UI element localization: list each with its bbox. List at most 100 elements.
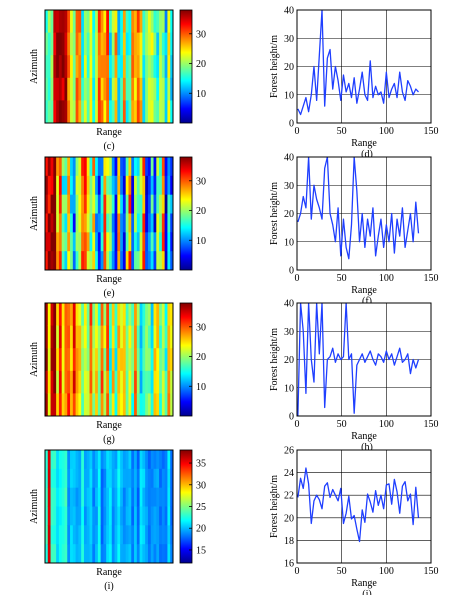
heatmap-cell — [97, 100, 102, 124]
heatmap-cell — [56, 77, 60, 101]
heatmap-cell — [156, 232, 160, 252]
heatmap-cell — [134, 100, 138, 124]
heatmap-cell — [50, 77, 54, 101]
heatmap-cell — [111, 370, 115, 394]
x-tick-label: 150 — [424, 273, 439, 284]
heatmap-cell — [117, 194, 121, 214]
heatmap-cell — [45, 370, 49, 394]
heatmap-cell — [78, 175, 82, 196]
heatmap-cell — [114, 194, 118, 214]
heatmap-cell — [136, 55, 141, 79]
heatmap-cell — [156, 251, 160, 271]
heatmap-cell — [109, 506, 113, 526]
heatmap-cell — [125, 175, 129, 196]
heatmap-cell — [106, 157, 110, 177]
heatmap-cell — [81, 348, 85, 372]
data-series-line — [297, 157, 420, 260]
heatmap-cell — [103, 325, 107, 349]
heatmap-cell — [120, 55, 124, 79]
heatmap-cell — [89, 450, 93, 470]
heatmap-cell — [97, 55, 102, 79]
heatmap-cell — [109, 100, 113, 124]
heatmap-cell — [109, 175, 113, 196]
heatmap-panel: Range Azimuth (i) 15 20 25 30 35 — [29, 449, 206, 592]
heatmap-cell — [89, 10, 93, 33]
heatmap-cell — [131, 55, 135, 79]
colorbar — [179, 156, 193, 271]
heatmap-cell — [64, 450, 68, 470]
heatmap-cell — [67, 77, 71, 101]
heatmap-cell — [142, 100, 146, 124]
heatmap-cell — [114, 487, 118, 507]
y-tick-label: 18 — [284, 536, 294, 547]
heatmap-cell — [103, 175, 107, 196]
heatmap-cell — [167, 251, 171, 271]
heatmap-cell — [122, 370, 127, 394]
heatmap-cell — [150, 348, 154, 372]
heatmap-cell — [164, 157, 168, 177]
x-axis-label: Range — [96, 567, 122, 578]
heatmap-cell — [167, 325, 171, 349]
heatmap-cell — [83, 32, 88, 56]
heatmap-cell — [56, 348, 60, 372]
heatmap-cell — [156, 393, 160, 417]
heatmap-cell — [47, 393, 51, 417]
heatmap-cell — [156, 370, 160, 394]
x-tick-label: 0 — [295, 419, 300, 430]
heatmap-cell — [159, 213, 163, 233]
heatmap-cell — [114, 544, 118, 564]
heatmap-cell — [75, 468, 79, 489]
heatmap-cell — [167, 157, 171, 177]
heatmap-cell — [147, 157, 152, 177]
heatmap-cell — [75, 450, 79, 470]
heatmap-cell — [139, 468, 143, 489]
heatmap-cell — [120, 370, 124, 394]
heatmap-cell — [64, 10, 68, 33]
heatmap-cell — [134, 32, 138, 56]
heatmap-cell — [147, 525, 152, 545]
heatmap-cell — [156, 468, 160, 489]
heatmap-cell — [136, 506, 141, 526]
heatmap-cell — [159, 100, 163, 124]
heatmap-cell — [67, 32, 71, 56]
heatmap-cell — [83, 525, 88, 545]
heatmap-cell — [70, 77, 74, 101]
heatmap-cell — [150, 10, 154, 33]
heatmap-cell — [159, 370, 163, 394]
heatmap-cell — [145, 370, 149, 394]
heatmap-cell — [47, 232, 51, 252]
heatmap-cell — [109, 303, 113, 326]
heatmap-cell — [45, 487, 49, 507]
heatmap-cell — [89, 175, 93, 196]
heatmap-cell — [83, 213, 88, 233]
heatmap-cell — [81, 468, 85, 489]
heatmap-cell — [109, 77, 113, 101]
heatmap-cell — [153, 32, 157, 56]
heatmap-cell — [136, 194, 141, 214]
heatmap-cell — [122, 348, 127, 372]
heatmap-cell — [70, 544, 74, 564]
heatmap-cell — [97, 194, 102, 214]
heatmap-cell — [150, 303, 154, 326]
heatmap-cell — [95, 370, 99, 394]
heatmap-cell — [45, 251, 49, 271]
heatmap-cell — [170, 55, 174, 79]
heatmap-cell — [109, 232, 113, 252]
heatmap-cell — [114, 157, 118, 177]
heatmap-cell — [120, 157, 124, 177]
heatmap-cell — [134, 55, 138, 79]
data-series-line — [297, 10, 419, 116]
line-chart-panel: 0 50 100 150 0 10 20 30 40 Range Forest height/m (d… — [269, 6, 439, 161]
y-tick-label: 30 — [284, 181, 294, 192]
heatmap-cell — [147, 100, 152, 124]
heatmap-cell — [164, 32, 168, 56]
heatmap-cell — [136, 10, 141, 33]
y-tick-label: 40 — [284, 299, 294, 310]
heatmap-cell — [72, 213, 77, 233]
heatmap-cell — [111, 157, 115, 177]
heatmap-cell — [83, 348, 88, 372]
heatmap-cell — [75, 157, 79, 177]
heatmap-cell — [103, 157, 107, 177]
heatmap-cell — [122, 55, 127, 79]
heatmap-cell — [50, 325, 54, 349]
